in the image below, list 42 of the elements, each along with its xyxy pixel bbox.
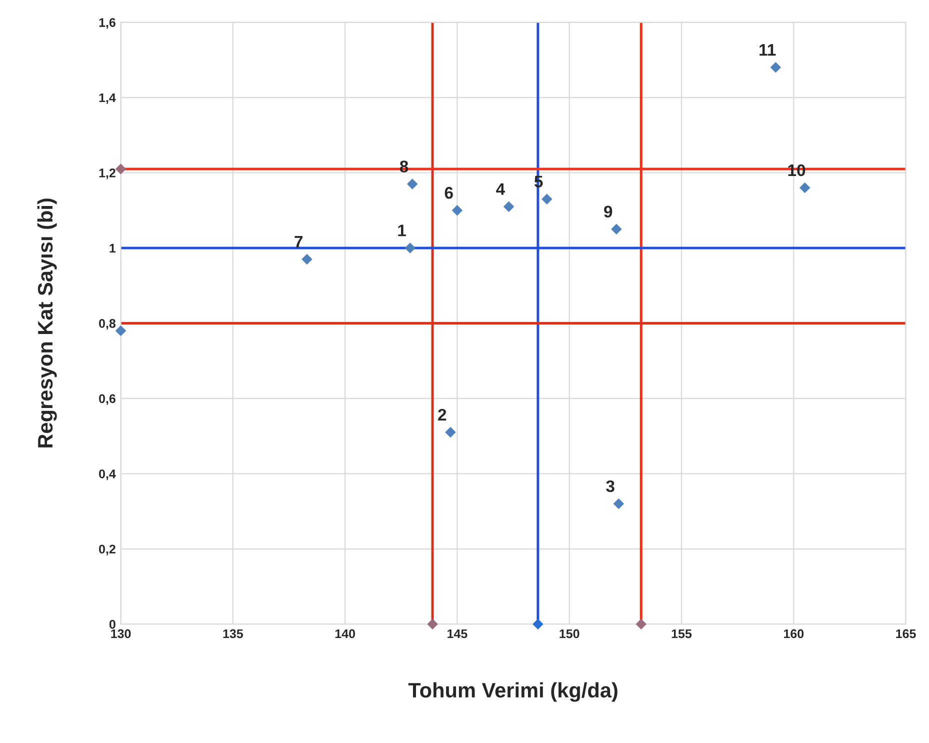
y-axis-title: Regresyon Kat Sayısı (bi) [37,198,57,448]
x-tick-label: 145 [448,629,468,638]
point [613,498,624,510]
y-tick-label: 0,2 [99,544,116,556]
x-tick-label: 165 [896,629,916,638]
point [532,618,544,630]
y-tick-label: 1,4 [99,93,116,104]
annotation: 1 [398,224,406,236]
annotation: 11 [760,44,776,56]
point [611,224,622,235]
y-tick-label: 0 [109,620,116,629]
point [115,164,126,174]
point [406,178,418,190]
point [636,618,646,630]
point [452,204,463,216]
y-tick-label: 1,2 [99,168,116,180]
y-tick-label: 0,8 [99,319,116,330]
x-tick-label: 150 [560,629,580,638]
point [302,254,312,265]
annotation: 9 [604,206,612,218]
annotation: 3 [606,480,614,492]
x-tick-label: 135 [223,629,243,638]
x-tick-label: 130 [111,629,131,638]
y-tick-label: 0,4 [99,469,116,480]
annotation: 6 [444,186,453,199]
x-tick-label: 140 [335,629,355,638]
annotation: 2 [438,408,446,420]
point [427,618,438,630]
point [799,182,810,194]
point [770,62,782,73]
y-tick-label: 1 [110,244,116,253]
point [404,242,416,254]
y-tick-label: 0,6 [99,394,116,405]
point [445,426,456,438]
annotation: 4 [496,183,505,195]
x-tick-label: 160 [784,629,804,638]
annotation: 7 [294,236,302,248]
y-tick-label: 1,6 [99,18,116,29]
point [503,201,514,212]
point [542,194,552,204]
x-axis-title: Tohum Verimi (kg/da) [408,682,618,702]
x-tick-label: 155 [672,629,692,638]
